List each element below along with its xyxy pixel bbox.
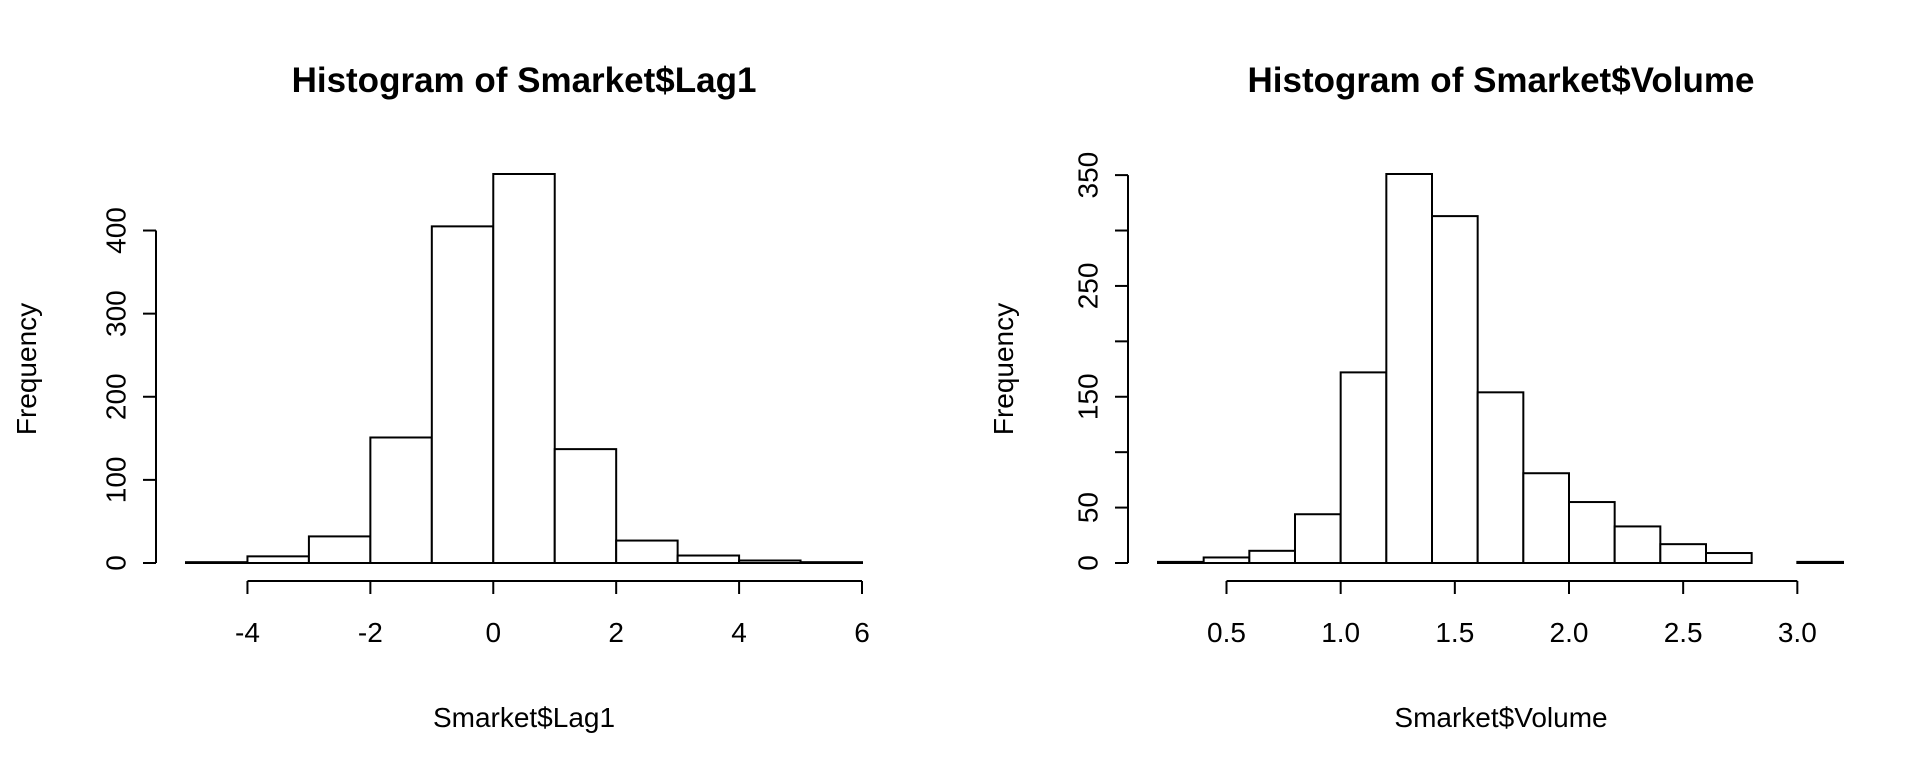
chart-title: Histogram of Smarket$Lag1 — [292, 61, 757, 100]
y-tick-label: 100 — [101, 457, 132, 504]
histogram-bar — [615, 539, 679, 564]
x-tick-label: 3.0 — [1778, 617, 1817, 648]
histogram-bar — [1568, 501, 1616, 565]
lag1-histogram-panel: Histogram of Smarket$Lag1 Smarket$Lag1 F… — [11, 61, 870, 733]
histogram-bar — [1157, 560, 1205, 564]
x-tick-label: 2.0 — [1550, 617, 1589, 648]
histogram-bar — [553, 448, 618, 564]
histogram-bar — [1613, 525, 1662, 565]
histogram-bar — [799, 561, 864, 565]
y-tick-label: 250 — [1073, 263, 1104, 310]
y-tick-label: 300 — [101, 290, 132, 337]
y-tick-label: 350 — [1073, 152, 1104, 199]
histogram-bar — [1705, 552, 1753, 564]
histogram-bar — [1385, 173, 1434, 564]
x-tick-label: 0.5 — [1207, 617, 1246, 648]
histogram-bar — [1294, 513, 1342, 564]
histogram-bar — [1431, 215, 1479, 564]
histogram-bar — [1202, 556, 1251, 564]
histogram-bar — [430, 225, 495, 564]
x-tick-label: 6 — [854, 617, 870, 648]
x-tick-label: 0 — [485, 617, 501, 648]
volume-histogram-panel: Histogram of Smarket$Volume Smarket$Volu… — [988, 61, 1845, 733]
y-axis-label: Frequency — [11, 303, 42, 435]
x-tick-label: 1.0 — [1321, 617, 1360, 648]
histogram-bar — [246, 555, 310, 564]
chart-title: Histogram of Smarket$Volume — [1248, 61, 1755, 100]
x-tick-label: 2.5 — [1664, 617, 1703, 648]
histogram-bar — [1659, 543, 1708, 565]
x-axis-label: Smarket$Volume — [1394, 702, 1607, 733]
histogram-bar — [676, 554, 741, 564]
histogram-bar — [492, 173, 556, 564]
x-tick-label: -4 — [235, 617, 260, 648]
histogram-bar — [738, 559, 802, 564]
histogram-bar — [1796, 560, 1845, 564]
y-tick-label: 50 — [1073, 492, 1104, 523]
y-tick-label: 0 — [1073, 555, 1104, 571]
histogram-bar — [185, 561, 249, 565]
x-tick-label: -2 — [358, 617, 383, 648]
y-tick-label: 150 — [1073, 373, 1104, 420]
histogram-bar — [1248, 549, 1297, 565]
histogram-bar — [369, 436, 433, 564]
histogram-bar — [307, 535, 372, 565]
y-tick-label: 400 — [101, 207, 132, 254]
histogram-bar — [1522, 472, 1571, 565]
y-tick-label: 200 — [101, 373, 132, 420]
x-tick-label: 4 — [731, 617, 747, 648]
histogram-bar — [1339, 371, 1388, 564]
histogram-bar — [1476, 391, 1525, 564]
x-axis-label: Smarket$Lag1 — [433, 702, 615, 733]
x-tick-label: 1.5 — [1435, 617, 1474, 648]
y-axis-label: Frequency — [988, 303, 1019, 435]
x-tick-label: 2 — [608, 617, 624, 648]
y-tick-label: 0 — [101, 555, 132, 571]
